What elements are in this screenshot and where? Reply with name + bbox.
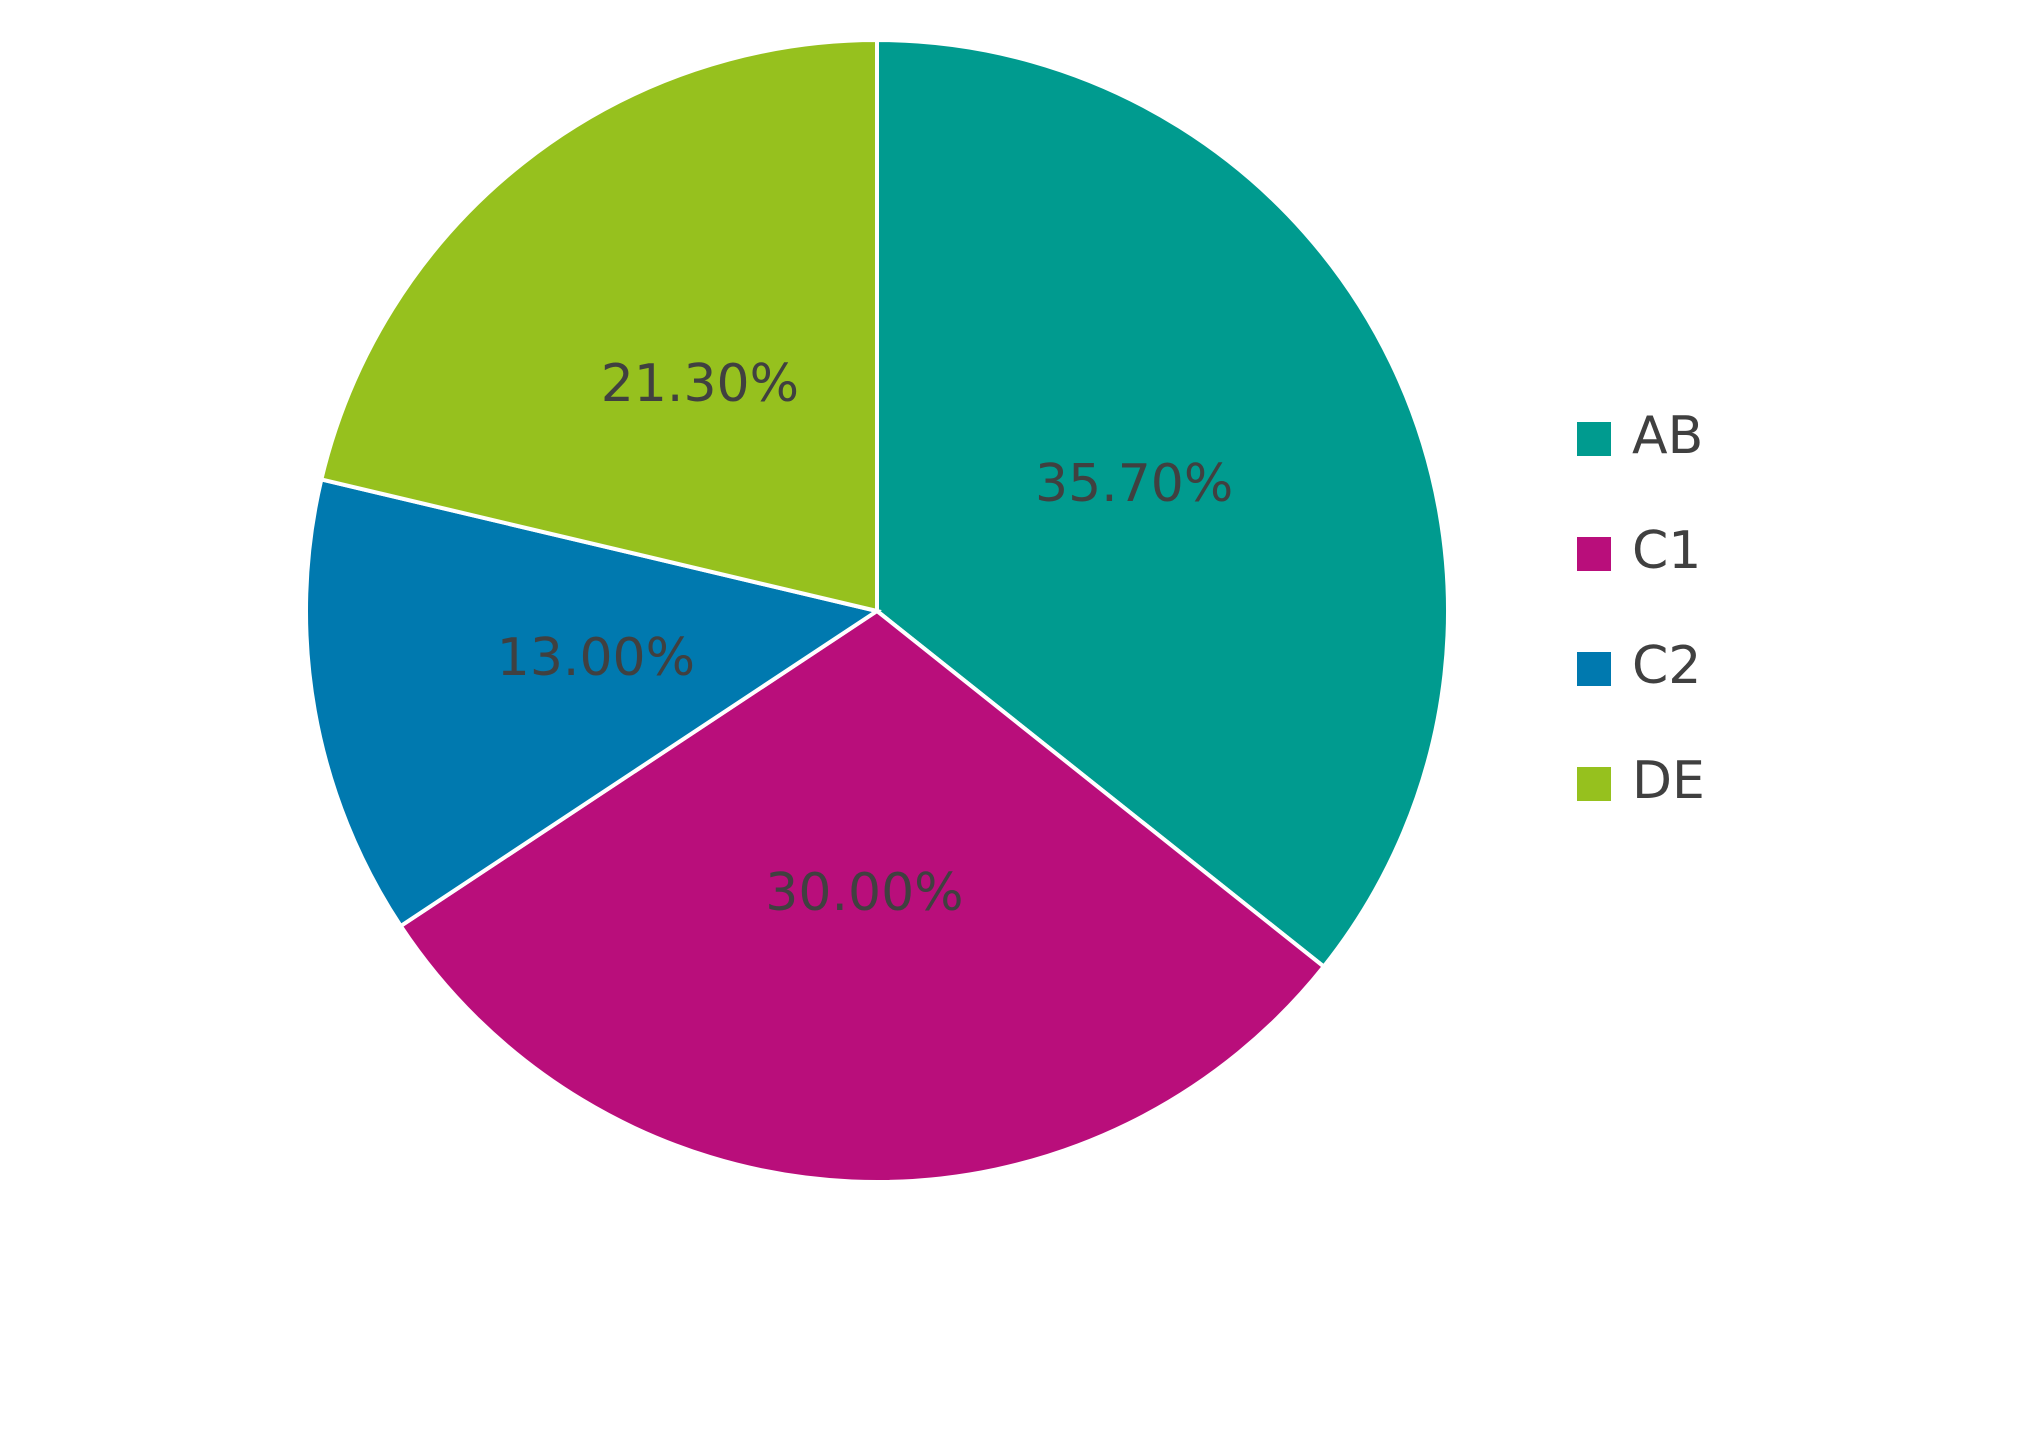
legend-label: AB <box>1632 406 1703 466</box>
legend-swatch <box>1577 422 1611 456</box>
value-label: 30.00% <box>765 863 963 923</box>
legend-label: C2 <box>1632 636 1701 696</box>
value-label: 35.70% <box>1035 454 1233 514</box>
pie-slice <box>318 37 879 614</box>
legend-label: DE <box>1632 751 1705 811</box>
legend-swatch <box>1577 767 1611 801</box>
pie-slice <box>397 608 1327 1184</box>
pie-slice <box>875 37 1450 970</box>
legend-swatch <box>1577 652 1611 686</box>
value-label: 13.00% <box>497 628 695 688</box>
pie-slice <box>304 477 882 929</box>
legend-label: C1 <box>1632 521 1701 581</box>
legend-swatch <box>1577 537 1611 571</box>
value-label: 21.30% <box>601 354 799 414</box>
